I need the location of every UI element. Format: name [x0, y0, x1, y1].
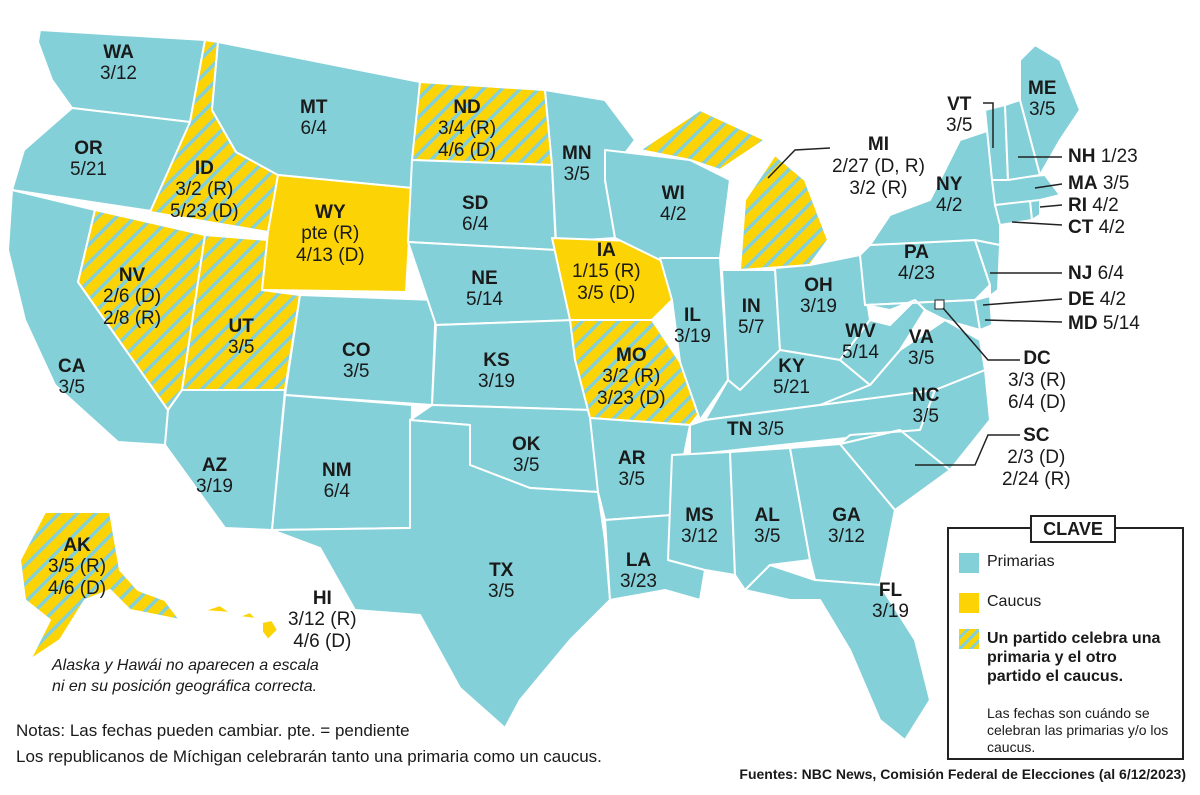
dc-marker [934, 299, 945, 310]
label-nh: NH 1/23 [1068, 146, 1138, 167]
label-il: IL 3/19 [674, 305, 711, 348]
label-co: CO 3/5 [342, 340, 371, 383]
state-fl [744, 564, 931, 741]
label-tn: TN 3/5 [727, 419, 785, 440]
label-ga: GA 3/12 [828, 505, 865, 548]
label-nm: NM 6/4 [322, 460, 352, 503]
state-mi-up [639, 109, 766, 171]
label-ma: MA 3/5 [1068, 173, 1130, 194]
legend-item-primary: Primarias [959, 553, 1055, 573]
label-al: AL 3/5 [754, 505, 781, 548]
state-ri [1029, 199, 1041, 221]
label-in: IN 5/7 [738, 296, 765, 339]
label-mn: MN 3/5 [562, 143, 592, 186]
state-va [819, 319, 986, 406]
label-dc: DC 3/3 (R) 6/4 (D) [1008, 348, 1067, 413]
inset-note: Alaska y Hawái no aparecen a escala ni e… [52, 657, 319, 695]
label-ak: AK 3/5 (R) 4/6 (D) [48, 535, 107, 599]
label-ok: OK 3/5 [512, 434, 541, 477]
label-me: ME 3/5 [1028, 78, 1057, 121]
label-ny: NY 4/2 [936, 174, 963, 217]
label-sd: SD 6/4 [462, 193, 489, 236]
label-ar: AR 3/5 [618, 448, 646, 491]
state-ms [667, 451, 736, 576]
label-ky: KY 5/21 [773, 356, 810, 399]
label-ct: CT 4/2 [1068, 217, 1126, 238]
legend-title: CLAVE [1030, 515, 1116, 543]
leader-sc [915, 434, 1020, 466]
label-wa: WA 3/12 [100, 42, 137, 85]
label-ca: CA 3/5 [58, 356, 86, 399]
label-md: MD 5/14 [1068, 313, 1140, 334]
label-hi: HI 3/12 (R) 4/6 (D) [288, 588, 357, 652]
leader-de [982, 298, 1063, 306]
label-nc: NC 3/5 [912, 385, 940, 428]
state-wy [261, 174, 413, 293]
legend-box: Primarias Caucus Un partido celebra una … [947, 527, 1184, 760]
label-az: AZ 3/19 [196, 455, 233, 498]
label-la: LA 3/23 [620, 550, 657, 593]
leader-ma [1034, 183, 1063, 189]
label-nd: ND 3/4 (R) 4/6 (D) [438, 97, 497, 161]
leader-lines [767, 102, 1063, 466]
label-wi: WI 4/2 [660, 183, 687, 226]
caucus-swatch [959, 593, 979, 613]
label-mo: MO 3/2 (R) 3/23 (D) [597, 345, 666, 409]
label-ia: IA 1/15 (R) 3/5 (D) [572, 240, 641, 304]
state-hi [204, 604, 279, 641]
state-me [1019, 44, 1081, 176]
state-ak [19, 511, 181, 661]
legend-item-mixed: Un partido celebra una primaria y el otr… [959, 629, 1174, 687]
label-ms: MS 3/12 [681, 505, 718, 548]
state-il [659, 257, 729, 421]
mixed-swatch [959, 629, 979, 649]
primary-swatch [959, 553, 979, 573]
label-wv: WV 5/14 [842, 321, 879, 364]
legend-description: Las fechas son cuándo se celebran las pr… [987, 705, 1169, 755]
label-or: OR 5/21 [70, 138, 107, 181]
label-fl: FL 3/19 [872, 580, 909, 623]
label-ne: NE 5/14 [466, 268, 503, 311]
label-nv: NV 2/6 (D) 2/8 (R) [103, 265, 162, 329]
label-id: ID 3/2 (R) 5/23 (D) [170, 158, 239, 222]
label-ri: RI 4/2 [1068, 195, 1119, 216]
leader-md [984, 319, 1063, 323]
label-va: VA 3/5 [908, 327, 935, 370]
state-mo [569, 319, 703, 426]
state-mi [739, 154, 829, 271]
leader-mi [767, 147, 831, 179]
label-oh: OH 3/19 [800, 275, 837, 318]
label-ut: UT 3/5 [228, 316, 255, 359]
label-nj: NJ 6/4 [1068, 263, 1124, 284]
label-mt: MT 6/4 [300, 97, 328, 140]
label-mi: MI 2/27 (D, R) 3/2 (R) [832, 134, 925, 199]
label-vt: VT 3/5 [946, 94, 973, 137]
label-sc: SC 2/3 (D) 2/24 (R) [1002, 425, 1071, 490]
label-ks: KS 3/19 [478, 350, 515, 393]
leader-ct [1011, 221, 1063, 226]
label-pa: PA 4/23 [898, 242, 935, 285]
label-tx: TX 3/5 [488, 560, 515, 603]
state-or [11, 107, 191, 213]
leader-vt [983, 102, 994, 148]
leader-ri [1039, 204, 1063, 208]
leader-dc [942, 307, 1020, 361]
state-tx [271, 419, 611, 729]
sources: Fuentes: NBC News, Comisión Federal de E… [739, 766, 1186, 782]
label-wy: WY pte (R) 4/13 (D) [296, 202, 365, 266]
footnotes: Notas: Las fechas pueden cambiar. pte. =… [16, 721, 602, 767]
legend-item-caucus: Caucus [959, 593, 1041, 613]
label-de: DE 4/2 [1068, 289, 1127, 310]
